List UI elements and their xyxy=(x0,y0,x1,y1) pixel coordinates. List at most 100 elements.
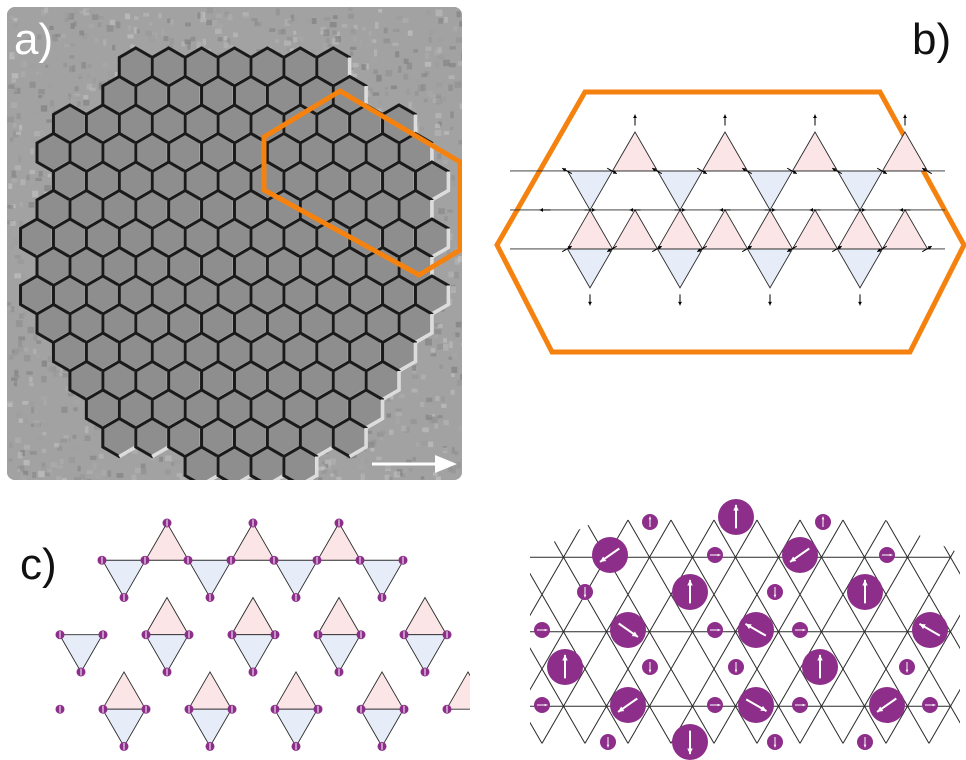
noise-speck xyxy=(30,139,36,143)
arrow-head-icon xyxy=(771,208,776,212)
lattice-diagram-c-left xyxy=(55,518,470,751)
up-triangle xyxy=(101,671,147,710)
noise-speck xyxy=(83,478,89,480)
noise-speck xyxy=(428,30,435,35)
noise-speck xyxy=(7,204,14,209)
noise-speck xyxy=(20,273,27,280)
noise-speck xyxy=(68,456,75,463)
noise-speck xyxy=(148,34,156,42)
up-triangle xyxy=(316,522,362,561)
lattice-edge xyxy=(864,631,930,744)
noise-speck xyxy=(38,171,43,177)
noise-speck xyxy=(360,473,365,480)
noise-speck xyxy=(8,441,13,448)
noise-speck xyxy=(23,470,29,476)
lattice-edge xyxy=(778,631,844,744)
lattice-edge xyxy=(670,519,736,632)
noise-speck xyxy=(376,456,382,461)
noise-speck xyxy=(29,169,35,175)
noise-speck xyxy=(73,399,81,406)
noise-speck xyxy=(35,177,42,182)
noise-speck xyxy=(212,15,217,21)
noise-speck xyxy=(30,423,35,428)
up-triangle xyxy=(445,671,470,710)
moment-sites xyxy=(534,499,948,760)
noise-speck xyxy=(14,254,21,259)
noise-speck xyxy=(455,332,460,338)
noise-speck xyxy=(443,131,450,135)
noise-speck xyxy=(414,91,419,96)
noise-speck xyxy=(424,71,430,75)
noise-speck xyxy=(38,89,45,95)
noise-speck xyxy=(47,84,52,90)
noise-speck xyxy=(140,463,146,469)
noise-speck xyxy=(10,306,15,313)
noise-speck xyxy=(163,36,169,42)
noise-speck xyxy=(224,11,230,17)
noise-speck xyxy=(84,426,89,434)
arrow-head-icon xyxy=(932,703,936,707)
noise-speck xyxy=(160,29,165,36)
noise-speck xyxy=(415,442,420,447)
noise-speck xyxy=(349,51,354,56)
down-triangle xyxy=(656,248,704,289)
noise-speck xyxy=(287,36,293,42)
noise-speck xyxy=(330,473,336,477)
noise-speck xyxy=(45,64,49,68)
noise-speck xyxy=(14,370,19,377)
noise-speck xyxy=(7,302,11,307)
noise-speck xyxy=(19,313,24,319)
noise-speck xyxy=(435,94,442,99)
lattice-edge xyxy=(563,631,629,744)
noise-speck xyxy=(436,82,443,87)
noise-speck xyxy=(412,456,417,462)
arrow-head-icon xyxy=(588,301,592,306)
noise-speck xyxy=(323,43,329,50)
noise-speck xyxy=(284,19,290,26)
noise-speck xyxy=(86,74,91,78)
noise-speck xyxy=(361,458,366,465)
noise-speck xyxy=(425,338,432,346)
noise-speck xyxy=(425,414,433,420)
noise-speck xyxy=(421,83,426,91)
noise-speck xyxy=(46,119,52,123)
noise-speck xyxy=(286,47,292,52)
noise-speck xyxy=(11,175,17,179)
arrow-head-icon xyxy=(544,703,548,707)
noise-speck xyxy=(19,220,24,227)
lattice-edge xyxy=(799,631,865,744)
noise-speck xyxy=(131,474,137,480)
noise-speck xyxy=(437,37,444,42)
noise-speck xyxy=(223,35,228,41)
noise-speck xyxy=(33,334,38,341)
arrow-head-icon xyxy=(539,208,544,212)
noise-speck xyxy=(35,180,39,186)
noise-speck xyxy=(438,208,445,215)
noise-speck xyxy=(324,464,329,468)
arrow-head-icon xyxy=(745,623,752,630)
noise-speck xyxy=(278,29,284,35)
arrow-head-icon xyxy=(817,654,823,661)
noise-speck xyxy=(41,448,47,453)
panel-label-b: b) xyxy=(912,15,952,64)
noise-speck xyxy=(269,28,276,32)
noise-speck xyxy=(68,93,72,100)
arrow-head-icon xyxy=(562,654,568,661)
noise-speck xyxy=(179,478,186,480)
noise-speck xyxy=(397,65,402,73)
arrow-head-icon xyxy=(790,556,797,562)
lattice-edge xyxy=(842,519,908,632)
noise-speck xyxy=(9,52,15,60)
noise-speck xyxy=(17,258,25,265)
noise-speck xyxy=(12,238,19,246)
noise-speck xyxy=(36,340,42,344)
noise-speck xyxy=(14,375,20,379)
noise-speck xyxy=(11,86,18,93)
noise-speck xyxy=(164,469,172,475)
noise-speck xyxy=(60,438,68,443)
noise-speck xyxy=(461,341,462,347)
arrow-head-icon xyxy=(717,703,721,707)
noise-speck xyxy=(332,30,338,35)
arrow-head-icon xyxy=(927,246,932,250)
noise-speck xyxy=(14,273,22,279)
